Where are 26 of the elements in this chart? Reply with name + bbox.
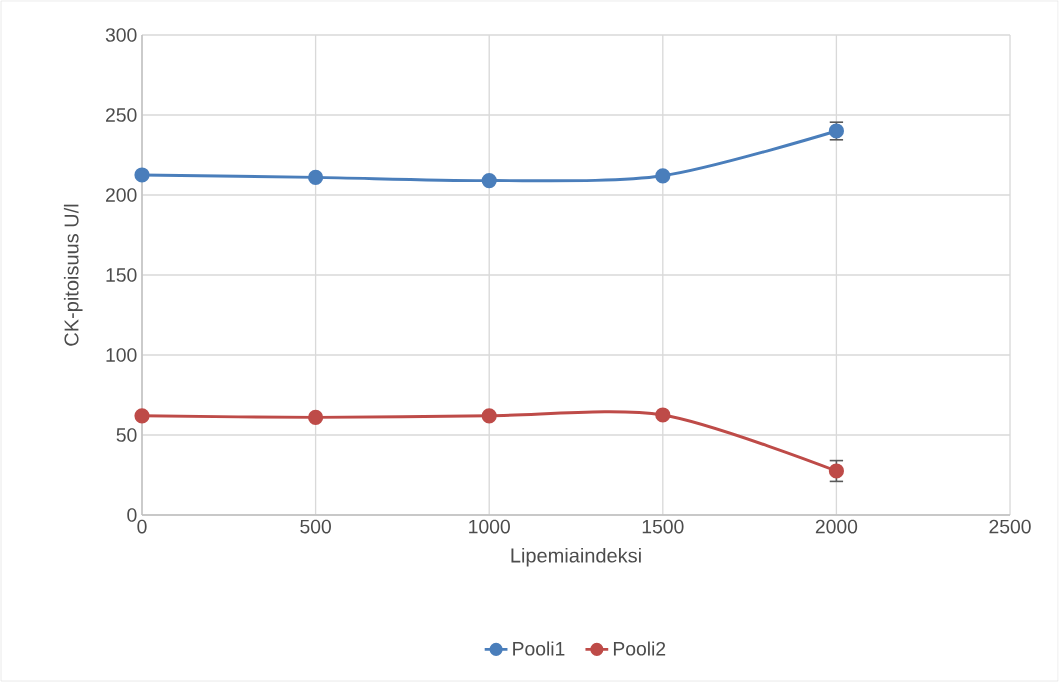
y-tick-label: 50 [116,428,137,442]
y-axis-title: CK-pitoisuus U/l [63,204,83,346]
y-tick-label: 250 [106,108,137,122]
y-tick-label: 150 [106,268,137,282]
y-tick-label: 0 [127,508,137,522]
point [655,407,671,423]
x-tick-label: 500 [300,519,331,534]
point [134,167,150,183]
legend-label: Pooli2 [613,641,666,656]
point [308,409,324,425]
legend-label: Pooli1 [513,641,565,656]
point [481,408,497,424]
x-tick-label: 2500 [989,519,1031,534]
x-tick-label: 1000 [469,519,510,534]
point [308,169,324,185]
point [481,172,497,189]
x-tick-label: 0 [137,519,147,534]
x-axis-title: Lipemiaindeksi [511,547,641,567]
point [134,408,150,424]
point [828,463,845,479]
y-tick-label: 100 [106,348,137,362]
point [655,168,671,184]
y-tick-label: 200 [106,188,137,202]
x-tick-label: 1500 [642,519,684,534]
y-tick-label: 300 [105,28,137,42]
x-tick-label: 2000 [815,519,858,534]
